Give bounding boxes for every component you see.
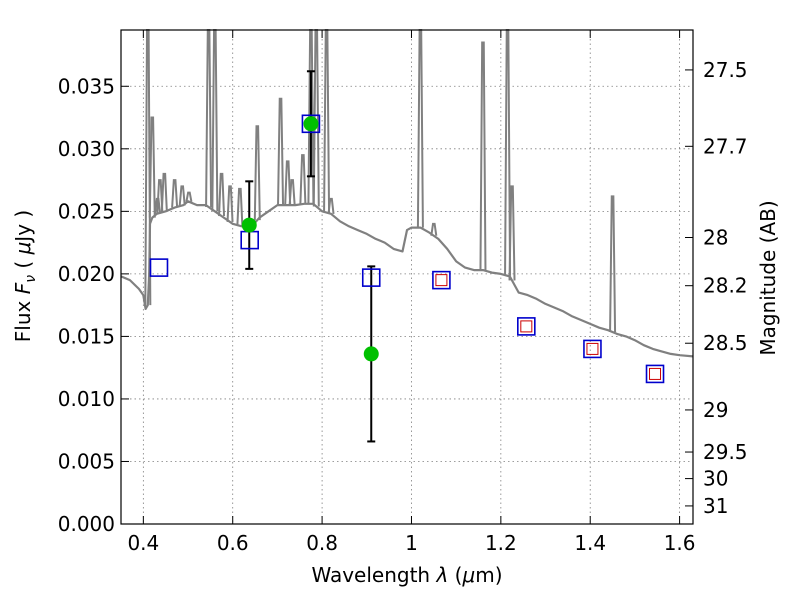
x-axis-label-unit: ( xyxy=(448,563,462,587)
emission-line xyxy=(508,185,516,281)
y-axis-label-pre: Flux xyxy=(11,294,35,342)
observed-point xyxy=(363,346,379,362)
emission-line xyxy=(284,160,292,206)
emission-line xyxy=(327,197,335,214)
emission-line xyxy=(218,172,226,217)
y-tick-label: 0.035 xyxy=(58,74,115,98)
observed-point xyxy=(303,116,319,132)
emission-line xyxy=(236,187,244,226)
emission-line xyxy=(609,195,617,333)
x-tick-label: 0.4 xyxy=(127,531,159,555)
emission-line xyxy=(185,191,193,202)
x-axis-label-mu: μ xyxy=(461,563,475,587)
emission-line xyxy=(178,185,186,206)
y-axis-label-open: ( xyxy=(11,254,35,275)
y2-tick-label: 27.7 xyxy=(703,134,748,158)
y-axis-label-close: Jy ) xyxy=(11,210,35,244)
model-square xyxy=(432,270,451,290)
x-axis-label-close: m) xyxy=(475,563,502,587)
emission-line xyxy=(171,179,179,208)
model-square xyxy=(645,364,665,384)
model-square xyxy=(517,317,536,336)
emission-line xyxy=(160,172,168,212)
model-square xyxy=(149,258,169,277)
y2-tick-label: 28 xyxy=(703,225,728,249)
y2-axis-label: Magnitude (AB) xyxy=(756,200,780,355)
x-axis-label-lambda: λ xyxy=(435,563,448,587)
x-axis-label-pre: Wavelength xyxy=(311,563,436,587)
y-axis-label-f: F xyxy=(11,282,35,294)
plot-frame xyxy=(120,29,694,525)
x-axis-label: Wavelength λ (μm) xyxy=(311,563,502,587)
y-tick-label: 0.020 xyxy=(58,262,115,286)
emission-line xyxy=(226,185,234,223)
y-tick-label: 0.015 xyxy=(58,324,115,348)
ticks: 0.4 0.6 0.8 1 1.2 1.4 1.6 0.000 0.005 0.010 0.015 0… xyxy=(58,30,748,555)
marker-layer xyxy=(149,70,665,443)
emission-line xyxy=(479,41,487,271)
emission-line xyxy=(148,116,156,218)
emission-line xyxy=(253,125,261,221)
model-inner-square xyxy=(586,342,599,355)
y-axis-label-nu: ν xyxy=(23,275,39,283)
model-inner-square xyxy=(520,320,533,333)
y-tick-label: 0.030 xyxy=(58,137,115,161)
y2-tick-label: 27.5 xyxy=(703,58,748,82)
model-square xyxy=(583,339,602,359)
emission-line xyxy=(288,179,296,206)
emission-line xyxy=(277,97,285,206)
model-square xyxy=(361,268,381,287)
x-tick-label: 1.6 xyxy=(664,531,696,555)
y-axis-label: Flux Fν ( μJy ) xyxy=(11,210,39,342)
y-tick-label: 0.000 xyxy=(58,512,115,536)
y2-tick-label: 30 xyxy=(703,467,728,491)
x-tick-label: 0.6 xyxy=(217,531,249,555)
model-square xyxy=(301,114,321,134)
x-tick-label: 1.4 xyxy=(574,531,606,555)
y2-tick-label: 28.2 xyxy=(703,274,748,298)
x-tick-label: 0.8 xyxy=(306,531,338,555)
y-axis-label-mu: μ xyxy=(11,242,35,256)
y-tick-label: 0.005 xyxy=(58,449,115,473)
model-inner-square xyxy=(649,367,662,380)
y-tick-label: 0.025 xyxy=(58,199,115,223)
emission-line xyxy=(299,154,307,205)
spectrum-line xyxy=(120,200,694,358)
observed-point xyxy=(241,217,257,233)
x-tick-label: 1.2 xyxy=(485,531,517,555)
model-inner-square xyxy=(435,274,448,287)
y2-tick-label: 29.5 xyxy=(703,440,748,464)
emission-line xyxy=(430,222,438,236)
y-tick-label: 0.010 xyxy=(58,387,115,411)
y2-tick-label: 28.5 xyxy=(703,331,748,355)
x-tick-label: 1 xyxy=(405,531,418,555)
y2-tick-label: 29 xyxy=(703,398,728,422)
y2-tick-label: 31 xyxy=(703,494,728,518)
